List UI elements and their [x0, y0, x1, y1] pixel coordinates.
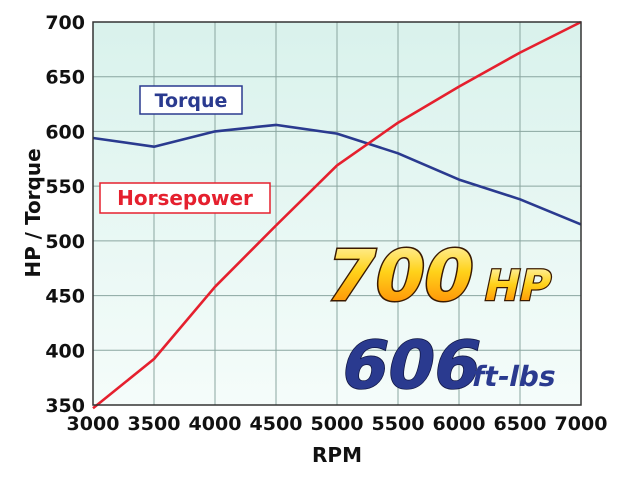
y-tick-label: 550: [45, 176, 85, 198]
legend-horsepower-box: [99, 182, 271, 214]
y-tick-label: 350: [45, 395, 85, 417]
x-tick-label: 6500: [494, 413, 547, 435]
x-tick-label: 4500: [250, 413, 303, 435]
x-tick-label: 5500: [372, 413, 425, 435]
y-tick-label: 700: [45, 12, 85, 34]
x-tick-label: 3000: [67, 413, 120, 435]
headline-torque: 606 ft-lbs: [334, 326, 559, 405]
y-tick-label: 500: [45, 231, 85, 253]
legend-torque-label: Torque: [155, 90, 228, 112]
x-axis-title: RPM: [312, 443, 362, 467]
x-tick-labels: 3000 3500 4000 4500 5000 5500 6000 6500 7000: [67, 413, 608, 435]
x-tick-label: 5000: [311, 413, 364, 435]
y-axis-title: HP / Torque: [21, 148, 45, 277]
legend-torque: Torque: [139, 85, 243, 115]
y-tick-labels: 350 400 450 500 550 600 650 700: [45, 12, 85, 417]
y-tick-label: 600: [45, 121, 85, 143]
series-layer: [92, 20, 582, 410]
headline-hp: 700 HP: [317, 233, 557, 318]
headline-tq-value: 606: [335, 327, 489, 404]
legend-torque-box: [139, 85, 243, 115]
headline-hp-unit: HP: [480, 262, 556, 310]
plot-frame: [92, 21, 582, 406]
x-tick-label: 6000: [433, 413, 486, 435]
y-tick-label: 650: [45, 67, 85, 89]
y-tick-label: 400: [45, 340, 85, 362]
x-tick-label: 3500: [128, 413, 181, 435]
x-tick-label: 4000: [189, 413, 242, 435]
headline-tq-unit: ft-lbs: [469, 360, 559, 393]
headline-hp-value: 700: [318, 235, 482, 317]
series-line-torque: [92, 123, 582, 226]
x-tick-label: 7000: [555, 413, 608, 435]
y-tick-label: 450: [45, 286, 85, 308]
legend-horsepower-label: Horsepower: [117, 186, 253, 210]
series-line-horsepower: [92, 20, 582, 410]
legend-horsepower: Horsepower: [99, 182, 271, 214]
